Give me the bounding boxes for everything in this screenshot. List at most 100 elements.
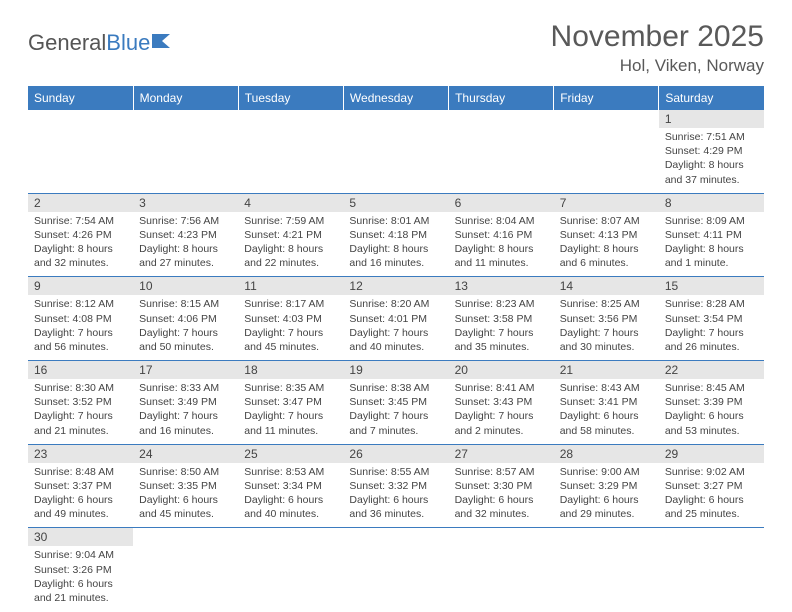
month-title: November 2025 (551, 20, 764, 54)
logo-text-2: Blue (106, 30, 150, 56)
day-details: Sunrise: 7:54 AMSunset: 4:26 PMDaylight:… (28, 212, 133, 277)
day-number: 24 (133, 444, 238, 463)
day-number (659, 528, 764, 547)
day-number: 29 (659, 444, 764, 463)
day-details (238, 128, 343, 193)
day-number: 15 (659, 277, 764, 296)
day-number: 14 (554, 277, 659, 296)
day-number: 12 (343, 277, 448, 296)
detail-row: Sunrise: 7:54 AMSunset: 4:26 PMDaylight:… (28, 212, 764, 277)
day-details (449, 128, 554, 193)
day-details: Sunrise: 7:51 AMSunset: 4:29 PMDaylight:… (659, 128, 764, 193)
day-details: Sunrise: 8:55 AMSunset: 3:32 PMDaylight:… (343, 463, 448, 528)
day-details (554, 128, 659, 193)
day-details: Sunrise: 7:56 AMSunset: 4:23 PMDaylight:… (133, 212, 238, 277)
day-number: 18 (238, 361, 343, 380)
day-details: Sunrise: 8:35 AMSunset: 3:47 PMDaylight:… (238, 379, 343, 444)
day-details: Sunrise: 8:25 AMSunset: 3:56 PMDaylight:… (554, 295, 659, 360)
day-number (343, 110, 448, 128)
detail-row: Sunrise: 9:04 AMSunset: 3:26 PMDaylight:… (28, 546, 764, 611)
day-number: 13 (449, 277, 554, 296)
day-number: 9 (28, 277, 133, 296)
day-number: 10 (133, 277, 238, 296)
day-details (238, 546, 343, 611)
day-number: 28 (554, 444, 659, 463)
detail-row: Sunrise: 8:48 AMSunset: 3:37 PMDaylight:… (28, 463, 764, 528)
day-number: 8 (659, 193, 764, 212)
day-number: 20 (449, 361, 554, 380)
day-details: Sunrise: 8:30 AMSunset: 3:52 PMDaylight:… (28, 379, 133, 444)
day-details (28, 128, 133, 193)
day-details: Sunrise: 8:12 AMSunset: 4:08 PMDaylight:… (28, 295, 133, 360)
col-monday: Monday (133, 86, 238, 110)
day-details: Sunrise: 8:17 AMSunset: 4:03 PMDaylight:… (238, 295, 343, 360)
daynum-row: 1 (28, 110, 764, 128)
daynum-row: 30 (28, 528, 764, 547)
day-number: 2 (28, 193, 133, 212)
day-number: 5 (343, 193, 448, 212)
day-details: Sunrise: 8:57 AMSunset: 3:30 PMDaylight:… (449, 463, 554, 528)
day-number: 4 (238, 193, 343, 212)
day-details: Sunrise: 8:15 AMSunset: 4:06 PMDaylight:… (133, 295, 238, 360)
day-number: 21 (554, 361, 659, 380)
day-details (554, 546, 659, 611)
day-details: Sunrise: 8:38 AMSunset: 3:45 PMDaylight:… (343, 379, 448, 444)
day-number: 26 (343, 444, 448, 463)
day-number (554, 110, 659, 128)
day-number (28, 110, 133, 128)
day-number: 30 (28, 528, 133, 547)
day-number: 16 (28, 361, 133, 380)
detail-row: Sunrise: 7:51 AMSunset: 4:29 PMDaylight:… (28, 128, 764, 193)
day-details: Sunrise: 9:04 AMSunset: 3:26 PMDaylight:… (28, 546, 133, 611)
day-details: Sunrise: 8:45 AMSunset: 3:39 PMDaylight:… (659, 379, 764, 444)
col-tuesday: Tuesday (238, 86, 343, 110)
col-friday: Friday (554, 86, 659, 110)
day-number (238, 110, 343, 128)
logo-text-1: General (28, 30, 106, 56)
daynum-row: 9101112131415 (28, 277, 764, 296)
day-number: 6 (449, 193, 554, 212)
day-number: 25 (238, 444, 343, 463)
day-number: 27 (449, 444, 554, 463)
col-saturday: Saturday (659, 86, 764, 110)
col-wednesday: Wednesday (343, 86, 448, 110)
day-details: Sunrise: 8:28 AMSunset: 3:54 PMDaylight:… (659, 295, 764, 360)
day-number (343, 528, 448, 547)
day-details: Sunrise: 8:41 AMSunset: 3:43 PMDaylight:… (449, 379, 554, 444)
day-details (449, 546, 554, 611)
day-number: 7 (554, 193, 659, 212)
day-details: Sunrise: 8:20 AMSunset: 4:01 PMDaylight:… (343, 295, 448, 360)
day-details: Sunrise: 8:48 AMSunset: 3:37 PMDaylight:… (28, 463, 133, 528)
day-number: 19 (343, 361, 448, 380)
day-number: 17 (133, 361, 238, 380)
day-number (133, 528, 238, 547)
logo: GeneralBlue (28, 20, 176, 56)
day-details: Sunrise: 7:59 AMSunset: 4:21 PMDaylight:… (238, 212, 343, 277)
day-number: 1 (659, 110, 764, 128)
day-details: Sunrise: 8:23 AMSunset: 3:58 PMDaylight:… (449, 295, 554, 360)
day-number (449, 110, 554, 128)
day-details: Sunrise: 8:04 AMSunset: 4:16 PMDaylight:… (449, 212, 554, 277)
day-number (554, 528, 659, 547)
flag-icon (152, 30, 176, 56)
day-details: Sunrise: 8:43 AMSunset: 3:41 PMDaylight:… (554, 379, 659, 444)
day-number (449, 528, 554, 547)
day-details: Sunrise: 9:00 AMSunset: 3:29 PMDaylight:… (554, 463, 659, 528)
day-details: Sunrise: 8:07 AMSunset: 4:13 PMDaylight:… (554, 212, 659, 277)
day-details (133, 546, 238, 611)
detail-row: Sunrise: 8:12 AMSunset: 4:08 PMDaylight:… (28, 295, 764, 360)
day-number (133, 110, 238, 128)
day-number: 11 (238, 277, 343, 296)
day-number: 22 (659, 361, 764, 380)
daynum-row: 2345678 (28, 193, 764, 212)
header-row: Sunday Monday Tuesday Wednesday Thursday… (28, 86, 764, 110)
col-thursday: Thursday (449, 86, 554, 110)
day-details (343, 128, 448, 193)
day-details: Sunrise: 8:01 AMSunset: 4:18 PMDaylight:… (343, 212, 448, 277)
col-sunday: Sunday (28, 86, 133, 110)
day-details: Sunrise: 8:33 AMSunset: 3:49 PMDaylight:… (133, 379, 238, 444)
day-number: 23 (28, 444, 133, 463)
day-details: Sunrise: 8:53 AMSunset: 3:34 PMDaylight:… (238, 463, 343, 528)
day-details (659, 546, 764, 611)
day-details: Sunrise: 8:50 AMSunset: 3:35 PMDaylight:… (133, 463, 238, 528)
